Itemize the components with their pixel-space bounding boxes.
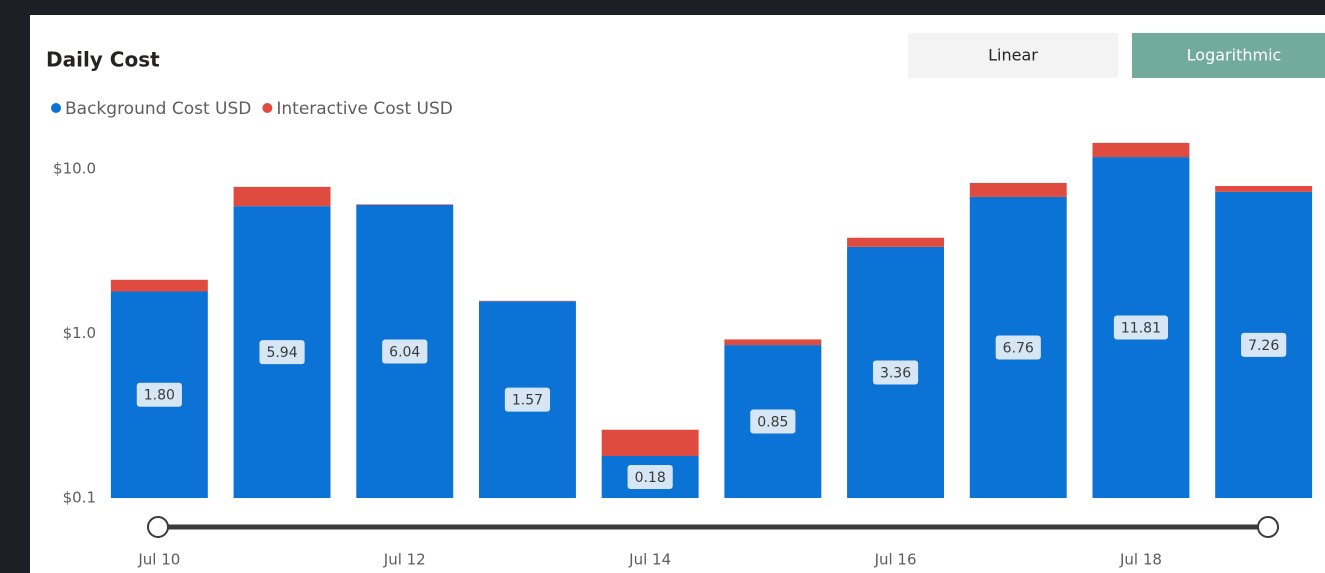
y-tick-label: $1.0 [63,324,96,342]
value-label-box [504,387,551,412]
x-tick-label: Jul 10 [137,551,180,569]
x-tick-label: Jul 16 [874,551,917,569]
chart-title: Daily Cost [46,48,160,72]
value-label-box [136,382,182,407]
value-label-box [1241,332,1287,357]
value-label-box [627,465,673,490]
value-label-box [750,409,796,434]
bar-segment [1092,142,1190,158]
legend-label: Background Cost USD [65,99,251,119]
value-label: 5.94 [266,345,297,361]
x-tick-label: Jul 14 [628,551,671,569]
legend-label: Interactive Cost USD [276,99,453,119]
value-label: 1.57 [512,393,543,409]
value-label: 0.85 [757,415,788,431]
bar-segment [724,339,822,346]
bar-segment [356,204,454,205]
value-label: 7.26 [1248,338,1279,354]
linear-button[interactable] [908,33,1118,78]
value-label-box [259,340,305,365]
y-tick-label: $10.0 [53,159,96,177]
value-label: 1.80 [144,388,175,404]
bar-segment [969,182,1067,197]
log-button-label[interactable]: Logarithmic [1187,46,1282,65]
value-label-box [995,335,1041,360]
value-label: 11.81 [1121,321,1161,337]
log-button[interactable] [1132,33,1325,78]
legend-marker [262,103,273,113]
range-slider[interactable] [147,516,1279,538]
bar-segment [847,237,945,247]
scale-toggle[interactable]: Linear Logarithmic [908,33,1325,78]
value-label-box [1113,315,1168,340]
slider-handle[interactable] [147,516,169,538]
value-label: 6.04 [389,344,420,360]
bar-segment [1215,185,1313,192]
slider-handle[interactable] [1257,516,1279,538]
bar-segment [110,279,208,292]
bar-segment [233,186,331,207]
value-label: 3.36 [880,365,911,381]
legend-marker [51,103,61,113]
value-label-box [872,360,919,385]
bar-segment [601,429,699,457]
x-tick-label: Jul 12 [383,551,426,569]
y-tick-label: $0.1 [63,489,96,507]
value-label: 0.18 [635,470,666,486]
x-tick-label: Jul 18 [1119,551,1162,569]
linear-button-label[interactable]: Linear [988,46,1038,65]
value-label: 6.76 [1003,340,1034,356]
value-label-box [382,339,428,364]
